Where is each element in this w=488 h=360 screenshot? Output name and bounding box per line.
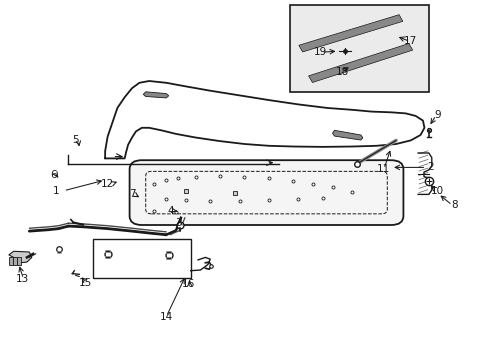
Text: 2: 2 bbox=[426, 162, 433, 172]
Polygon shape bbox=[13, 257, 17, 265]
Text: 19: 19 bbox=[313, 47, 326, 57]
Text: 4: 4 bbox=[167, 206, 174, 216]
Text: 12: 12 bbox=[101, 179, 114, 189]
FancyBboxPatch shape bbox=[129, 160, 403, 225]
Polygon shape bbox=[143, 92, 168, 98]
Text: 5: 5 bbox=[72, 135, 79, 145]
Polygon shape bbox=[308, 44, 412, 82]
Text: 10: 10 bbox=[430, 186, 443, 196]
Text: 13: 13 bbox=[15, 274, 29, 284]
Bar bbox=[93, 239, 190, 278]
Text: 8: 8 bbox=[450, 200, 457, 210]
Text: 18: 18 bbox=[335, 67, 348, 77]
Text: 17: 17 bbox=[403, 36, 417, 46]
Text: 1: 1 bbox=[53, 186, 60, 196]
Text: 14: 14 bbox=[159, 312, 173, 322]
Text: 6: 6 bbox=[50, 170, 57, 180]
Polygon shape bbox=[9, 257, 13, 265]
Text: 11: 11 bbox=[376, 164, 390, 174]
Polygon shape bbox=[332, 130, 362, 140]
Polygon shape bbox=[9, 251, 32, 263]
Polygon shape bbox=[298, 15, 402, 52]
Text: 3: 3 bbox=[175, 218, 182, 228]
Text: 7: 7 bbox=[128, 189, 135, 199]
Text: 16: 16 bbox=[181, 279, 195, 289]
Text: 9: 9 bbox=[433, 110, 440, 120]
Bar bbox=[289, 5, 428, 92]
Polygon shape bbox=[17, 257, 20, 265]
Text: 15: 15 bbox=[79, 278, 92, 288]
